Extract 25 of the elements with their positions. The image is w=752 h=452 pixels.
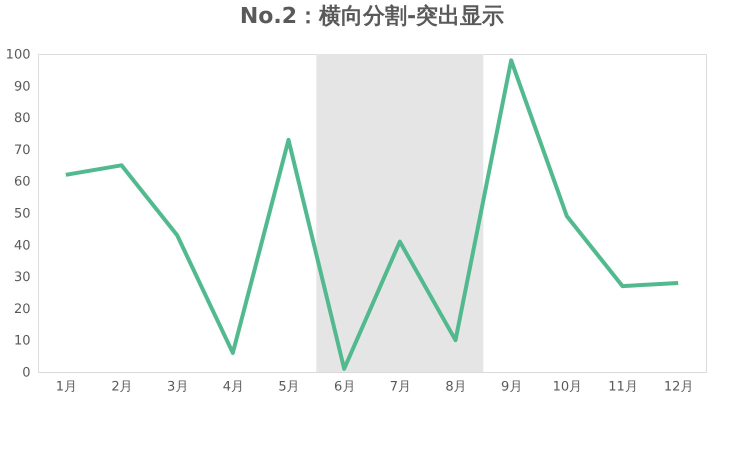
x-tick-label: 2月 [111, 380, 133, 394]
y-tick-label: 40 [14, 238, 30, 254]
y-tick-label: 100 [6, 48, 30, 62]
y-tick-label: 30 [14, 270, 30, 286]
x-tick-label: 10月 [552, 380, 582, 394]
x-tick-label: 4月 [222, 380, 244, 394]
x-tick-label: 9月 [501, 380, 522, 394]
x-tick-label: 11月 [608, 380, 638, 394]
x-tick-label: 5月 [278, 380, 300, 394]
y-tick-label: 80 [14, 111, 30, 126]
x-tick-label: 3月 [167, 380, 188, 394]
y-tick-label: 10 [14, 334, 30, 349]
x-tick-label: 12月 [664, 380, 694, 394]
y-tick-label: 90 [14, 79, 30, 94]
y-tick-label: 60 [14, 174, 30, 190]
line-series [64, 58, 680, 371]
chart-title: No.2：横向分割-突出显示 [240, 3, 504, 29]
x-tick-label: 7月 [390, 380, 411, 394]
x-tick-label: 1月 [56, 380, 77, 394]
x-tick-label: 6月 [334, 380, 356, 394]
y-tick-label: 70 [14, 142, 30, 158]
x-tick-label: 8月 [445, 380, 467, 394]
y-tick-label: 0 [22, 366, 30, 380]
y-tick-label: 20 [14, 302, 30, 317]
y-tick-label: 50 [14, 206, 30, 222]
